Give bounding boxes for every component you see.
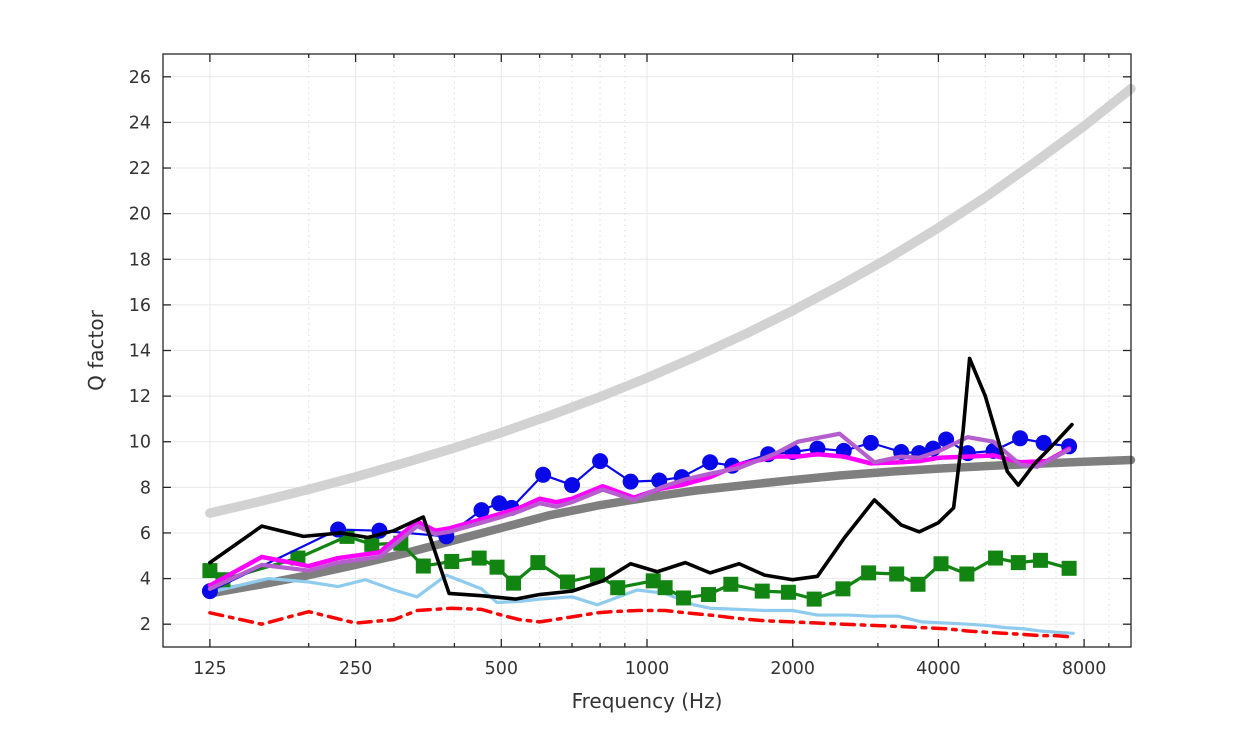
series-sky-blue-line <box>208 573 1075 635</box>
series-layer <box>201 83 1136 639</box>
series-black-line <box>208 356 1074 601</box>
y-tick-label-4: 4 <box>140 570 151 590</box>
marker-circle <box>564 477 581 494</box>
marker-square <box>754 583 770 599</box>
series-line-black-line <box>208 356 1074 601</box>
marker-circle <box>535 466 552 483</box>
marker-square <box>861 565 877 581</box>
series-green-square-series <box>202 528 1077 607</box>
marker-circle <box>702 454 719 471</box>
y-tick-label-24: 24 <box>129 113 151 133</box>
series-line-upper-reference-thick-light-gray <box>205 83 1136 518</box>
marker-square <box>910 576 926 592</box>
marker-square <box>806 591 822 607</box>
marker-square <box>959 566 975 582</box>
y-tick-label-2: 2 <box>140 615 151 635</box>
x-tick-label-125: 125 <box>193 659 226 679</box>
marker-circle <box>622 473 639 490</box>
marker-square <box>1061 560 1077 576</box>
series-line-purple-line <box>207 431 1072 591</box>
marker-circle <box>1035 434 1052 451</box>
x-axis-label: Frequency (Hz) <box>572 689 723 713</box>
series-upper-reference-thick-light-gray <box>205 83 1136 518</box>
marker-square <box>1032 552 1048 568</box>
series-line-red-dash-dot-line <box>208 606 1071 639</box>
series-line-sky-blue-line <box>208 573 1075 635</box>
marker-square <box>1010 555 1026 571</box>
tick-labels-layer: 125 250 500 1000 2000 4000 8000246810121416182… <box>129 68 1107 679</box>
marker-square <box>835 581 851 597</box>
marker-square <box>701 587 717 603</box>
y-tick-label-8: 8 <box>140 478 151 498</box>
x-tick-label-2000: 2000 <box>770 659 815 679</box>
marker-square <box>444 553 460 569</box>
y-tick-label-18: 18 <box>129 250 151 270</box>
marker-square <box>364 536 380 552</box>
marker-square <box>676 590 692 606</box>
marker-circle <box>592 453 609 470</box>
x-tick-label-4000: 4000 <box>916 659 961 679</box>
marker-circle <box>491 495 508 512</box>
marker-circle <box>862 434 879 451</box>
marker-square <box>723 576 739 592</box>
y-tick-label-26: 26 <box>129 68 151 88</box>
marker-square <box>889 566 905 582</box>
series-purple-line <box>207 431 1072 591</box>
marker-square <box>530 555 546 571</box>
x-tick-label-8000: 8000 <box>1062 659 1107 679</box>
y-tick-label-12: 12 <box>129 387 151 407</box>
marker-square <box>415 558 431 574</box>
marker-square <box>610 580 626 596</box>
x-tick-label-500: 500 <box>485 659 518 679</box>
marker-square <box>657 580 673 596</box>
x-tick-label-1000: 1000 <box>625 659 670 679</box>
marker-circle <box>473 502 490 519</box>
y-tick-label-6: 6 <box>140 524 151 544</box>
marker-square <box>780 584 796 600</box>
y-tick-label-14: 14 <box>129 342 151 362</box>
y-tick-label-20: 20 <box>129 205 151 225</box>
series-red-dash-dot-line <box>208 606 1071 639</box>
marker-square <box>645 573 661 589</box>
marker-square <box>489 559 505 575</box>
marker-circle <box>1012 430 1029 447</box>
series-line-lower-reference-thick-dark-gray <box>205 455 1136 598</box>
y-axis-label: Q factor <box>84 309 108 390</box>
y-tick-label-22: 22 <box>129 159 151 179</box>
marker-square <box>589 567 605 583</box>
marker-square <box>202 563 218 579</box>
marker-square <box>933 556 949 572</box>
marker-square <box>506 575 522 591</box>
axis-layer <box>162 53 1132 648</box>
marker-square <box>471 550 487 566</box>
marker-square <box>988 550 1004 566</box>
y-tick-label-16: 16 <box>129 296 151 316</box>
marker-square <box>559 574 575 590</box>
y-tick-label-10: 10 <box>129 433 151 453</box>
x-tick-label-250: 250 <box>339 659 372 679</box>
series-lower-reference-thick-dark-gray <box>205 455 1136 598</box>
